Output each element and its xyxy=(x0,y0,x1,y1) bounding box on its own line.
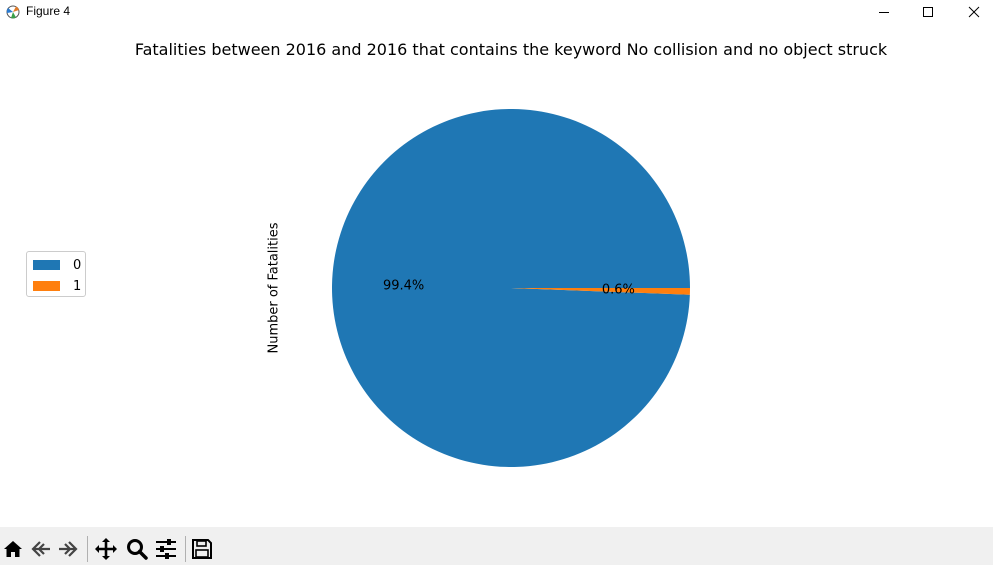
legend-label: 0 xyxy=(73,257,82,273)
figure-canvas: Fatalities between 2016 and 2016 that co… xyxy=(0,24,993,527)
forward-button[interactable] xyxy=(55,536,81,562)
pie-slice-label: 0.6% xyxy=(602,283,635,298)
pie-slice-1 xyxy=(511,288,690,295)
matplotlib-app-icon xyxy=(4,3,22,21)
legend-item: 1 xyxy=(33,278,81,294)
configure-subplots-icon xyxy=(156,539,176,559)
legend-swatch xyxy=(33,281,60,291)
toolbar-separator xyxy=(185,536,186,562)
navigation-toolbar xyxy=(0,527,993,565)
pie-chart: 99.4% 0.6% xyxy=(332,109,690,468)
title-bar: Figure 4 xyxy=(0,0,993,24)
legend-swatch xyxy=(33,260,60,270)
pan-button[interactable] xyxy=(93,536,119,562)
chart-title: Fatalities between 2016 and 2016 that co… xyxy=(134,40,888,59)
pie-slice-label: 99.4% xyxy=(383,278,424,293)
close-button[interactable] xyxy=(951,0,993,24)
close-icon xyxy=(968,6,980,18)
configure-subplots-button[interactable] xyxy=(153,536,179,562)
minimize-icon xyxy=(879,12,889,13)
toolbar-separator xyxy=(87,536,88,562)
minimize-button[interactable] xyxy=(861,0,907,24)
save-button[interactable] xyxy=(189,536,215,562)
back-button[interactable] xyxy=(28,536,54,562)
back-icon xyxy=(31,541,50,557)
legend: 0 1 xyxy=(26,251,86,297)
window-title: Figure 4 xyxy=(26,4,71,18)
legend-label: 1 xyxy=(73,278,82,294)
home-button[interactable] xyxy=(0,536,26,562)
pie-slice-0 xyxy=(332,109,690,468)
zoom-button[interactable] xyxy=(124,536,150,562)
pan-icon xyxy=(95,538,117,560)
forward-icon xyxy=(59,541,78,557)
maximize-icon xyxy=(923,7,933,17)
zoom-icon xyxy=(127,539,148,560)
save-icon xyxy=(192,539,212,559)
legend-item: 0 xyxy=(33,257,81,273)
home-icon xyxy=(4,541,22,557)
maximize-button[interactable] xyxy=(905,0,951,24)
